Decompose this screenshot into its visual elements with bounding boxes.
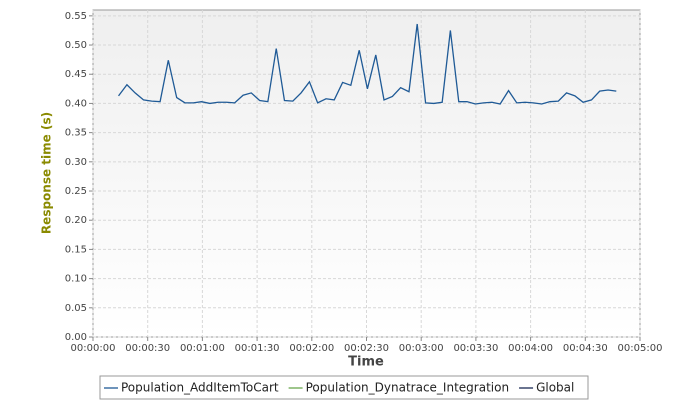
y-tick-label: 0.25 bbox=[65, 186, 87, 197]
y-tick-label: 0.30 bbox=[65, 157, 87, 168]
x-tick-label: 00:01:30 bbox=[235, 343, 280, 354]
x-tick-label: 00:03:30 bbox=[453, 343, 498, 354]
x-tick-label: 00:00:30 bbox=[125, 343, 170, 354]
legend bbox=[99, 375, 589, 400]
y-tick-label: 0.50 bbox=[65, 40, 87, 51]
x-tick-label: 00:04:00 bbox=[508, 343, 553, 354]
legend-label: Population_Dynatrace_Integration bbox=[306, 381, 509, 395]
y-tick-label: 0.35 bbox=[65, 128, 87, 139]
y-tick-label: 0.15 bbox=[65, 244, 87, 255]
y-tick-label: 0.00 bbox=[65, 332, 87, 343]
x-tick-label: 00:03:00 bbox=[399, 343, 444, 354]
y-axis-title: Response time (s) bbox=[40, 112, 54, 234]
x-tick-label: 00:04:30 bbox=[563, 343, 608, 354]
x-tick-label: 00:05:00 bbox=[618, 343, 663, 354]
x-tick-label: 00:02:30 bbox=[344, 343, 389, 354]
legend-label: Global bbox=[536, 381, 574, 395]
y-tick-label: 0.45 bbox=[65, 69, 87, 80]
y-tick-label: 0.05 bbox=[65, 303, 87, 314]
y-tick-label: 0.55 bbox=[65, 11, 87, 22]
x-axis-title: Time bbox=[348, 355, 384, 370]
y-tick-label: 0.20 bbox=[65, 215, 87, 226]
legend-label: Population_AddItemToCart bbox=[121, 381, 279, 395]
x-tick-label: 00:00:00 bbox=[71, 343, 116, 354]
y-tick-label: 0.10 bbox=[65, 274, 87, 285]
x-tick-label: 00:01:00 bbox=[180, 343, 225, 354]
series-line bbox=[118, 23, 617, 105]
y-tick-label: 0.40 bbox=[65, 98, 87, 109]
x-tick-label: 00:02:00 bbox=[289, 343, 334, 354]
